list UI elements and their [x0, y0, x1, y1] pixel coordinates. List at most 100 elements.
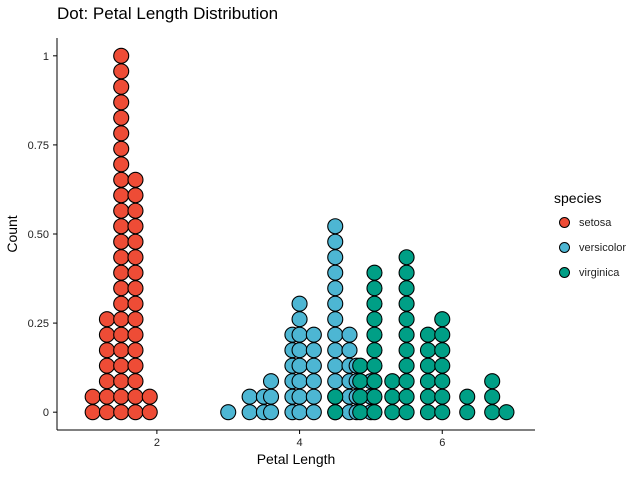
dot-virginica: [366, 357, 383, 374]
y-tick-label: 0.50: [28, 229, 49, 241]
dot-versicolor: [327, 264, 344, 281]
legend-key-virginica: [559, 267, 570, 278]
dot-versicolor: [291, 388, 308, 405]
dot-setosa: [113, 388, 130, 405]
y-tick-label: 0.75: [28, 140, 49, 152]
dot-virginica: [434, 357, 451, 374]
x-tick-label: 2: [154, 437, 160, 449]
dot-virginica: [398, 311, 415, 328]
dot-versicolor: [291, 342, 308, 359]
dot-setosa: [98, 342, 115, 359]
dot-setosa: [113, 233, 130, 250]
dot-versicolor: [305, 388, 322, 405]
dot-virginica: [352, 357, 369, 374]
dot-virginica: [434, 404, 451, 421]
dot-setosa: [113, 326, 130, 343]
dot-setosa: [113, 94, 130, 111]
dot-setosa: [113, 171, 130, 188]
dot-virginica: [366, 311, 383, 328]
dot-setosa: [113, 280, 130, 297]
dot-virginica: [366, 388, 383, 405]
y-tick-label: 1: [43, 51, 49, 63]
dot-versicolor: [241, 404, 258, 421]
dot-virginica: [419, 326, 437, 343]
legend: species setosa versicolor virginica: [554, 190, 626, 285]
dot-virginica: [398, 295, 415, 312]
dot-setosa: [113, 357, 130, 374]
dot-setosa: [113, 63, 130, 80]
dot-virginica: [398, 342, 415, 359]
x-axis-title: Petal Length: [257, 451, 336, 467]
dot-versicolor: [327, 373, 344, 390]
dot-versicolor: [291, 357, 308, 374]
dot-setosa: [98, 311, 115, 328]
dot-setosa: [113, 202, 130, 219]
dot-setosa: [127, 187, 144, 204]
dot-setosa: [113, 311, 130, 328]
dot-virginica: [384, 373, 401, 390]
dot-setosa: [113, 156, 130, 173]
dot-setosa: [98, 404, 115, 421]
dot-virginica: [352, 373, 369, 390]
dot-versicolor: [327, 280, 344, 297]
dots-layer: [84, 47, 515, 421]
dot-versicolor: [327, 311, 344, 328]
y-axis-title: Count: [4, 215, 20, 252]
dot-setosa: [98, 373, 115, 390]
dot-virginica: [366, 342, 383, 359]
dot-setosa: [127, 326, 144, 343]
dot-setosa: [127, 357, 144, 374]
legend-key-versicolor: [559, 242, 570, 253]
dot-versicolor: [305, 404, 322, 421]
dot-versicolor: [291, 295, 308, 312]
dot-setosa: [84, 404, 101, 421]
y-tick-label: 0.25: [28, 318, 49, 330]
x-ticks: 2 4 6: [154, 430, 445, 449]
dot-setosa: [127, 202, 144, 219]
dot-versicolor: [327, 249, 344, 266]
dot-virginica: [419, 342, 437, 359]
dot-versicolor: [305, 326, 322, 343]
dot-virginica: [459, 388, 476, 405]
dot-setosa: [127, 295, 144, 312]
dot-virginica: [327, 404, 344, 421]
dot-setosa: [98, 326, 115, 343]
dot-setosa: [113, 109, 130, 126]
dot-virginica: [434, 342, 451, 359]
chart-title: Dot: Petal Length Distribution: [57, 4, 279, 23]
dot-virginica: [419, 357, 437, 374]
dot-setosa: [113, 264, 130, 281]
legend-key-setosa: [559, 217, 570, 228]
dot-versicolor: [220, 404, 237, 421]
dot-virginica: [398, 249, 415, 266]
legend-label-versicolor: versicolor: [579, 241, 627, 254]
dot-setosa: [127, 342, 144, 359]
dot-virginica: [398, 357, 415, 374]
dot-setosa: [98, 388, 115, 405]
dot-virginica: [366, 295, 383, 312]
dot-setosa: [84, 388, 101, 405]
dot-virginica: [398, 264, 415, 281]
dot-virginica: [398, 373, 415, 390]
dot-versicolor: [341, 342, 358, 359]
x-tick-label: 6: [439, 437, 445, 449]
dot-setosa: [127, 264, 144, 281]
dot-setosa: [113, 295, 130, 312]
dot-virginica: [352, 388, 369, 405]
dot-virginica: [398, 404, 415, 421]
dot-setosa: [127, 171, 144, 188]
dot-setosa: [141, 388, 158, 405]
dot-virginica: [352, 404, 369, 421]
dot-virginica: [459, 404, 476, 421]
dot-setosa: [113, 342, 130, 359]
dot-versicolor: [327, 326, 344, 343]
dot-versicolor: [241, 388, 258, 405]
dot-virginica: [484, 388, 501, 405]
dot-setosa: [127, 249, 144, 266]
dot-versicolor: [327, 233, 344, 250]
dot-versicolor: [305, 357, 322, 374]
dot-setosa: [113, 125, 130, 142]
dot-versicolor: [291, 404, 308, 421]
dot-versicolor: [262, 373, 280, 390]
